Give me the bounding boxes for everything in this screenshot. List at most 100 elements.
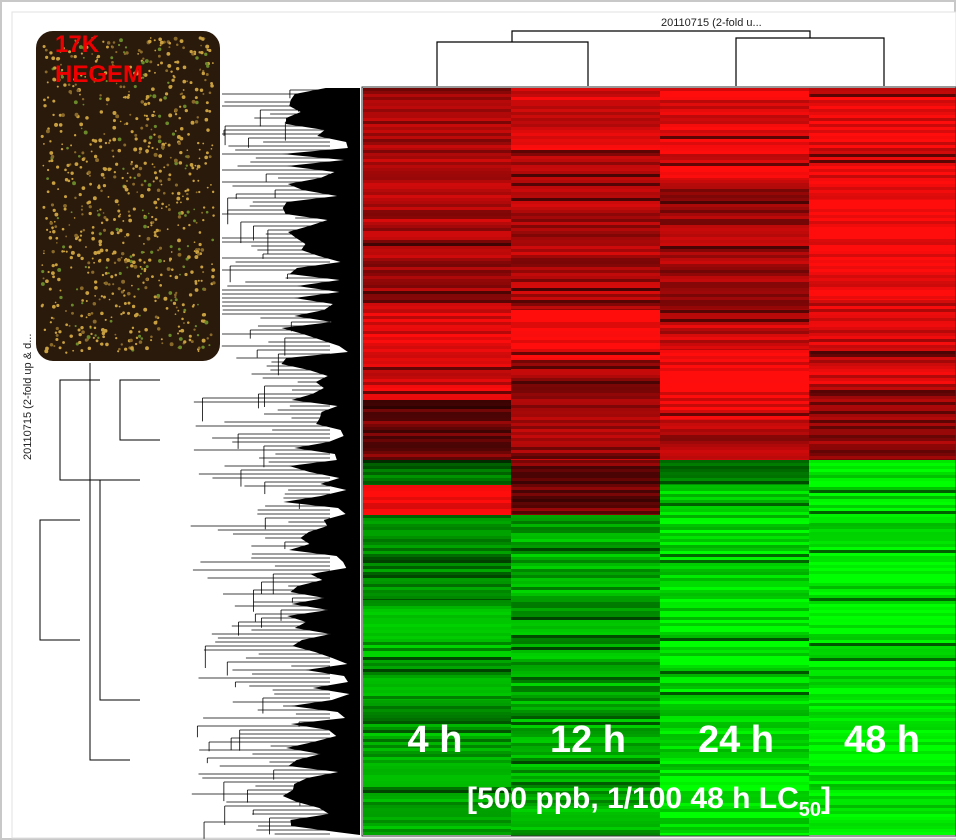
- heatmap-row: [363, 180, 511, 183]
- spot: [74, 217, 76, 219]
- heatmap-row: [660, 575, 809, 578]
- spot: [97, 210, 99, 212]
- heatmap-row: [660, 175, 809, 178]
- heatmap-row: [511, 569, 660, 572]
- spot: [78, 329, 81, 332]
- spot: [150, 339, 152, 341]
- heatmap-row: [511, 563, 660, 566]
- spot: [139, 167, 142, 170]
- spot: [179, 151, 182, 154]
- heatmap-row: [660, 509, 809, 512]
- heatmap-row: [511, 360, 660, 363]
- spot: [144, 104, 146, 106]
- spot: [170, 85, 173, 88]
- heatmap-row: [809, 682, 956, 685]
- heatmap-row: [809, 453, 956, 456]
- heatmap-row: [511, 490, 660, 493]
- spot: [154, 295, 157, 298]
- spot: [75, 325, 77, 327]
- spot: [191, 165, 193, 167]
- heatmap-row: [363, 177, 511, 180]
- heatmap-row: [363, 103, 511, 106]
- heatmap-row: [511, 710, 660, 713]
- heatmap-row: [511, 539, 660, 542]
- spot: [101, 222, 103, 224]
- spot: [135, 137, 138, 140]
- heatmap-row: [660, 124, 809, 127]
- spot: [142, 57, 144, 59]
- heatmap-row: [363, 231, 511, 234]
- heatmap-row: [809, 634, 956, 637]
- heatmap-row: [660, 374, 809, 377]
- heatmap-row: [660, 539, 809, 542]
- spot: [132, 327, 134, 329]
- spot: [79, 333, 82, 336]
- heatmap-row: [809, 248, 956, 251]
- heatmap-row: [809, 318, 956, 321]
- heatmap-row: [660, 644, 809, 647]
- spot: [42, 206, 45, 209]
- condition-subscript: 50: [799, 799, 821, 821]
- heatmap-row: [809, 529, 956, 532]
- spot: [154, 50, 156, 52]
- heatmap-row: [363, 349, 511, 352]
- heatmap-row: [511, 463, 660, 466]
- spot: [170, 342, 174, 346]
- spot: [81, 128, 83, 130]
- spot: [132, 260, 136, 264]
- heatmap-row: [363, 590, 511, 593]
- spot: [178, 248, 181, 251]
- heatmap-row: [660, 237, 809, 240]
- heatmap-row: [511, 821, 660, 824]
- spot: [118, 348, 121, 351]
- heatmap-row: [363, 424, 511, 427]
- heatmap-row: [511, 761, 660, 764]
- spot: [181, 318, 184, 321]
- spot: [112, 111, 116, 115]
- spot: [70, 266, 72, 268]
- spot: [55, 302, 57, 304]
- heatmap-row: [660, 180, 809, 183]
- spot: [146, 265, 149, 268]
- heatmap-row: [660, 130, 809, 133]
- heatmap-row: [660, 578, 809, 581]
- spot: [197, 180, 199, 182]
- heatmap-row: [809, 592, 956, 595]
- heatmap-row: [809, 463, 956, 466]
- spot: [154, 300, 156, 302]
- spot: [191, 121, 195, 125]
- spot: [158, 48, 162, 52]
- spot: [124, 123, 126, 125]
- spot: [143, 139, 146, 142]
- heatmap-row: [511, 776, 660, 779]
- spot: [176, 307, 178, 309]
- heatmap-row: [363, 624, 511, 627]
- heatmap-row: [511, 566, 660, 569]
- heatmap-row: [363, 436, 511, 439]
- spot: [122, 220, 124, 222]
- spot: [211, 144, 213, 146]
- heatmap-row: [809, 832, 956, 835]
- spot: [108, 283, 111, 286]
- heatmap-row: [809, 348, 956, 351]
- heatmap-row: [660, 204, 809, 207]
- spot: [55, 263, 58, 266]
- heatmap-row: [660, 441, 809, 444]
- heatmap-row: [660, 611, 809, 614]
- heatmap-row: [660, 426, 809, 429]
- heatmap-row: [809, 375, 956, 378]
- heatmap-row: [511, 91, 660, 94]
- heatmap-row: [363, 364, 511, 367]
- spot: [195, 288, 199, 292]
- spot: [194, 53, 196, 55]
- spot: [62, 341, 65, 344]
- heatmap-row: [511, 590, 660, 593]
- heatmap-row: [511, 521, 660, 524]
- heatmap-row: [660, 201, 809, 204]
- spot: [149, 94, 151, 96]
- heatmap-row: [809, 351, 956, 354]
- spot: [139, 151, 142, 154]
- spot: [182, 303, 185, 306]
- spot: [101, 328, 105, 332]
- spot: [197, 116, 199, 118]
